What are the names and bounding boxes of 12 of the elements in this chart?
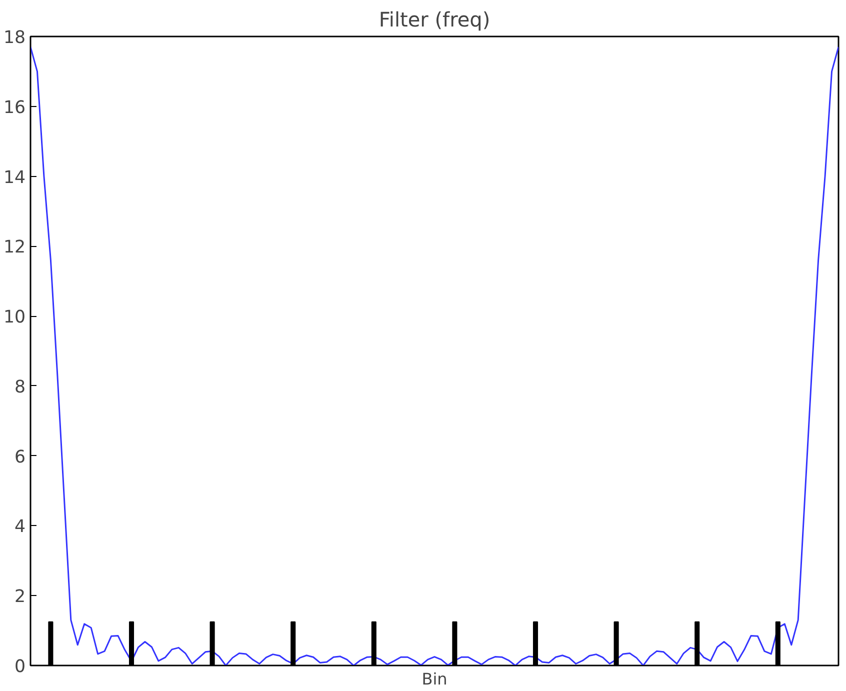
x-axis-title: Bin [422,670,448,688]
y-tick-label: 0 [14,657,26,677]
y-tick-label: 4 [14,517,26,538]
y-tick-label: 10 [3,308,26,328]
chart-title: Filter (freq) [378,8,490,32]
y-tick-label: 12 [3,238,26,258]
y-tick-label: 14 [3,168,26,188]
y-tick-label: 16 [3,98,26,118]
y-tick-label: 8 [14,377,26,398]
y-tick-label: 2 [14,587,26,608]
y-tick-label: 18 [3,28,26,48]
y-tick-label: 6 [14,447,26,468]
